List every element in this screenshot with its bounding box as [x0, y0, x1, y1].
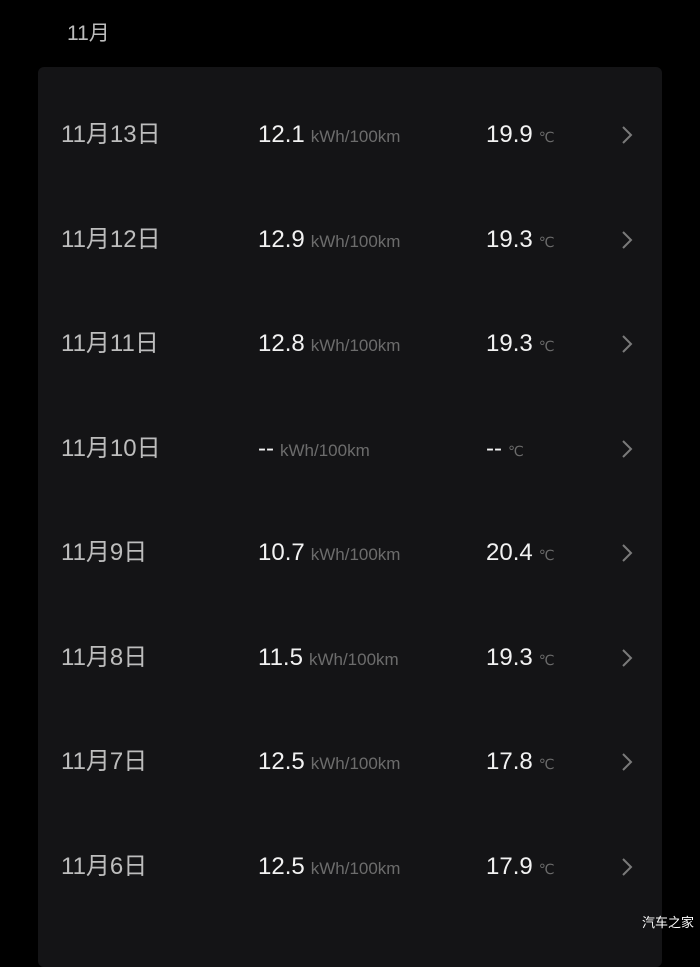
row-date: 11月7日 — [61, 748, 148, 775]
chevron-right-icon[interactable] — [618, 750, 636, 774]
temperature-value: -- — [486, 434, 502, 462]
day-row[interactable]: 11月11日 12.8 kWh/100km 19.3 ℃ — [38, 292, 662, 396]
efficiency-value: 12.9 — [258, 225, 305, 253]
chevron-right-icon[interactable] — [618, 646, 636, 670]
temperature-unit: ℃ — [538, 756, 555, 772]
temperature-value: 20.4 — [486, 539, 533, 566]
efficiency-unit: kWh/100km — [310, 754, 401, 773]
row-efficiency: 11.5 kWh/100km — [258, 642, 399, 677]
efficiency-value: 11.5 — [258, 643, 303, 671]
efficiency-unit: kWh/100km — [310, 127, 401, 146]
temperature-value: 19.9 — [486, 121, 533, 148]
temperature-value: 17.9 — [486, 852, 533, 880]
chevron-right-icon[interactable] — [618, 855, 636, 879]
efficiency-value: 12.5 — [258, 852, 305, 880]
day-row[interactable]: 11月6日 12.5 kWh/100km 17.9 ℃ — [38, 815, 662, 919]
efficiency-unit: kWh/100km — [310, 858, 401, 878]
temperature-value: 19.3 — [486, 643, 533, 671]
row-temperature: 19.3 ℃ — [486, 328, 554, 363]
efficiency-unit: kWh/100km — [308, 649, 399, 669]
daily-energy-list: 11月13日 12.1 kWh/100km 19.9 ℃ 11月12日 12.9 kW… — [38, 67, 662, 967]
temperature-value: 19.3 — [486, 330, 533, 357]
temperature-unit: ℃ — [538, 338, 555, 354]
row-efficiency: 12.8 kWh/100km — [258, 328, 400, 363]
row-date: 11月6日 — [61, 852, 148, 880]
temperature-value: 19.3 — [486, 225, 533, 253]
row-efficiency: 12.1 kWh/100km — [258, 119, 400, 154]
row-date: 11月13日 — [61, 121, 161, 148]
row-temperature: -- ℃ — [486, 433, 524, 468]
efficiency-unit: kWh/100km — [279, 440, 370, 460]
day-row[interactable]: 11月8日 11.5 kWh/100km 19.3 ℃ — [38, 606, 662, 710]
row-date: 11月10日 — [61, 434, 161, 462]
row-date: 11月12日 — [61, 225, 161, 253]
temperature-unit: ℃ — [538, 860, 555, 877]
row-temperature: 19.3 ℃ — [486, 224, 554, 259]
efficiency-value: 12.5 — [258, 748, 305, 775]
row-date: 11月8日 — [61, 643, 148, 671]
row-temperature: 17.8 ℃ — [486, 746, 554, 781]
chevron-right-icon[interactable] — [618, 228, 636, 252]
row-temperature: 20.4 ℃ — [486, 537, 554, 572]
row-efficiency: 10.7 kWh/100km — [258, 537, 400, 572]
day-row[interactable]: 11月9日 10.7 kWh/100km 20.4 ℃ — [38, 501, 662, 605]
month-header: 11月 — [67, 22, 110, 45]
day-row[interactable]: 11月13日 12.1 kWh/100km 19.9 ℃ — [38, 83, 662, 187]
watermark: 汽车之家 — [641, 915, 694, 930]
efficiency-unit: kWh/100km — [310, 336, 401, 355]
day-row[interactable]: 11月12日 12.9 kWh/100km 19.3 ℃ — [38, 188, 662, 292]
efficiency-value: -- — [258, 434, 274, 462]
row-efficiency: 12.5 kWh/100km — [258, 851, 400, 886]
row-temperature: 17.9 ℃ — [486, 851, 554, 886]
efficiency-value: 10.7 — [258, 539, 305, 566]
row-efficiency: 12.9 kWh/100km — [258, 224, 400, 259]
temperature-unit: ℃ — [538, 651, 555, 668]
temperature-unit: ℃ — [538, 547, 555, 563]
temperature-value: 17.8 — [486, 748, 533, 775]
day-row[interactable]: 11月10日 -- kWh/100km -- ℃ — [38, 397, 662, 501]
day-row[interactable]: 11月7日 12.5 kWh/100km 17.8 ℃ — [38, 710, 662, 814]
temperature-unit: ℃ — [507, 442, 524, 459]
efficiency-value: 12.8 — [258, 330, 305, 357]
row-efficiency: 12.5 kWh/100km — [258, 746, 400, 781]
chevron-right-icon[interactable] — [618, 123, 636, 147]
row-efficiency: -- kWh/100km — [258, 433, 370, 468]
temperature-unit: ℃ — [538, 129, 555, 145]
efficiency-unit: kWh/100km — [310, 231, 401, 251]
efficiency-unit: kWh/100km — [310, 545, 401, 564]
row-date: 11月11日 — [61, 330, 159, 357]
temperature-unit: ℃ — [538, 233, 555, 250]
chevron-right-icon[interactable] — [618, 541, 636, 565]
chevron-right-icon[interactable] — [618, 437, 636, 461]
efficiency-value: 12.1 — [258, 121, 305, 148]
row-date: 11月9日 — [61, 539, 148, 566]
row-temperature: 19.9 ℃ — [486, 119, 554, 154]
chevron-right-icon[interactable] — [618, 332, 636, 356]
row-temperature: 19.3 ℃ — [486, 642, 554, 677]
